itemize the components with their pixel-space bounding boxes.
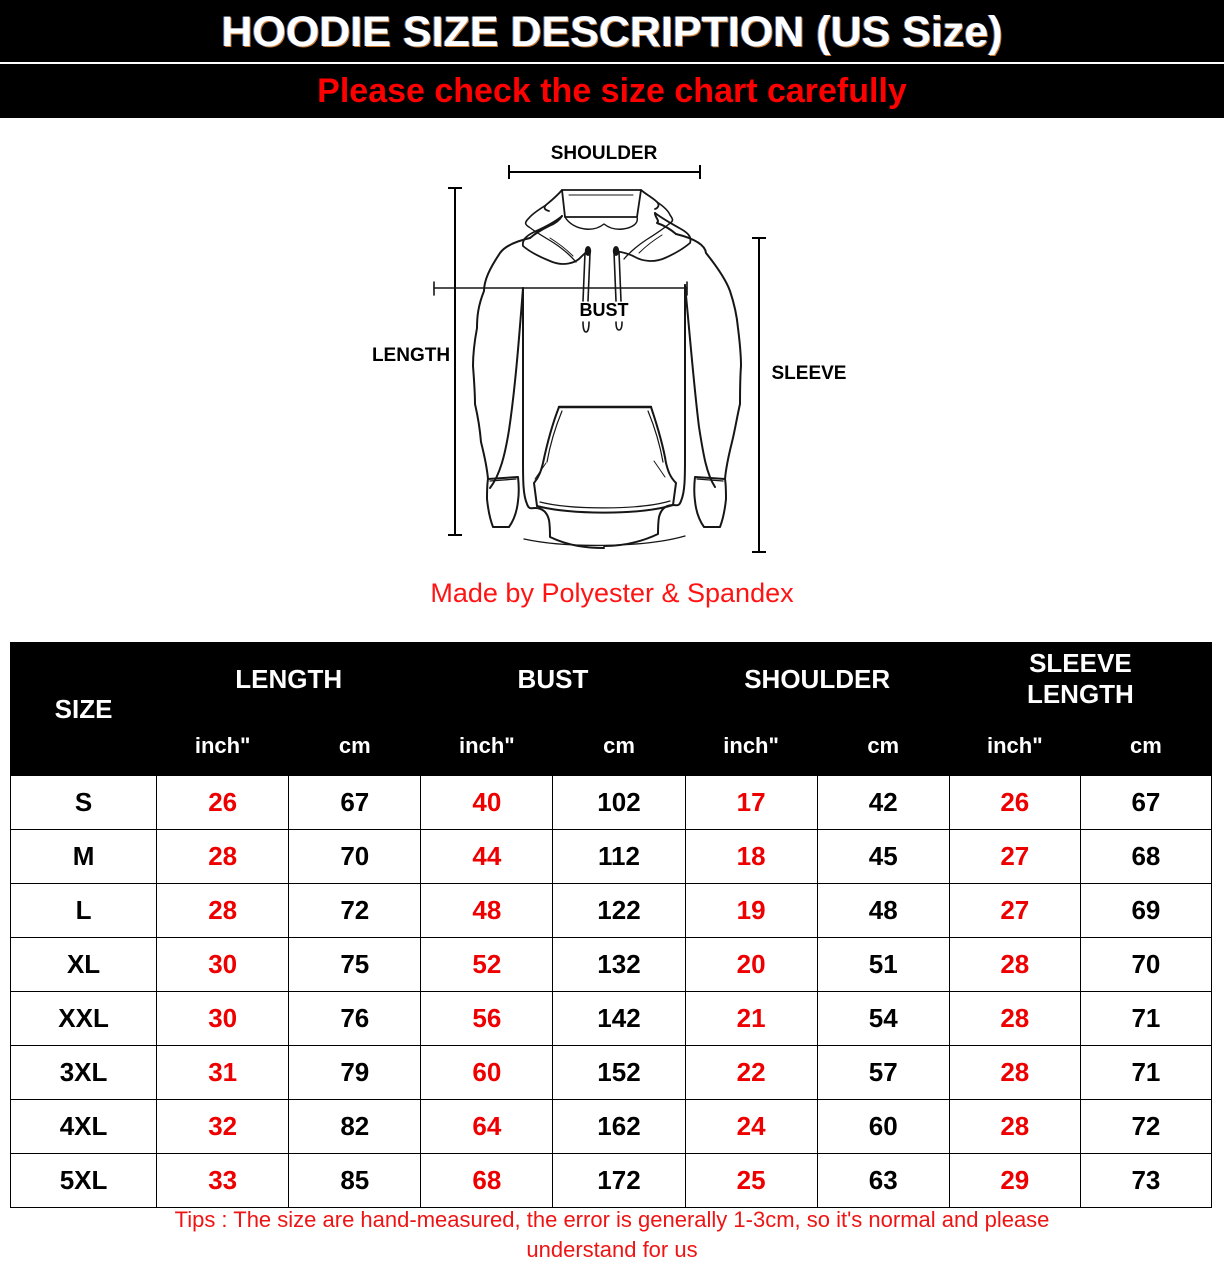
svg-text:BUST: BUST <box>580 300 629 320</box>
svg-text:LENGTH: LENGTH <box>372 345 450 366</box>
svg-text:SLEEVE: SLEEVE <box>772 363 847 384</box>
svg-text:SHOULDER: SHOULDER <box>551 143 658 164</box>
